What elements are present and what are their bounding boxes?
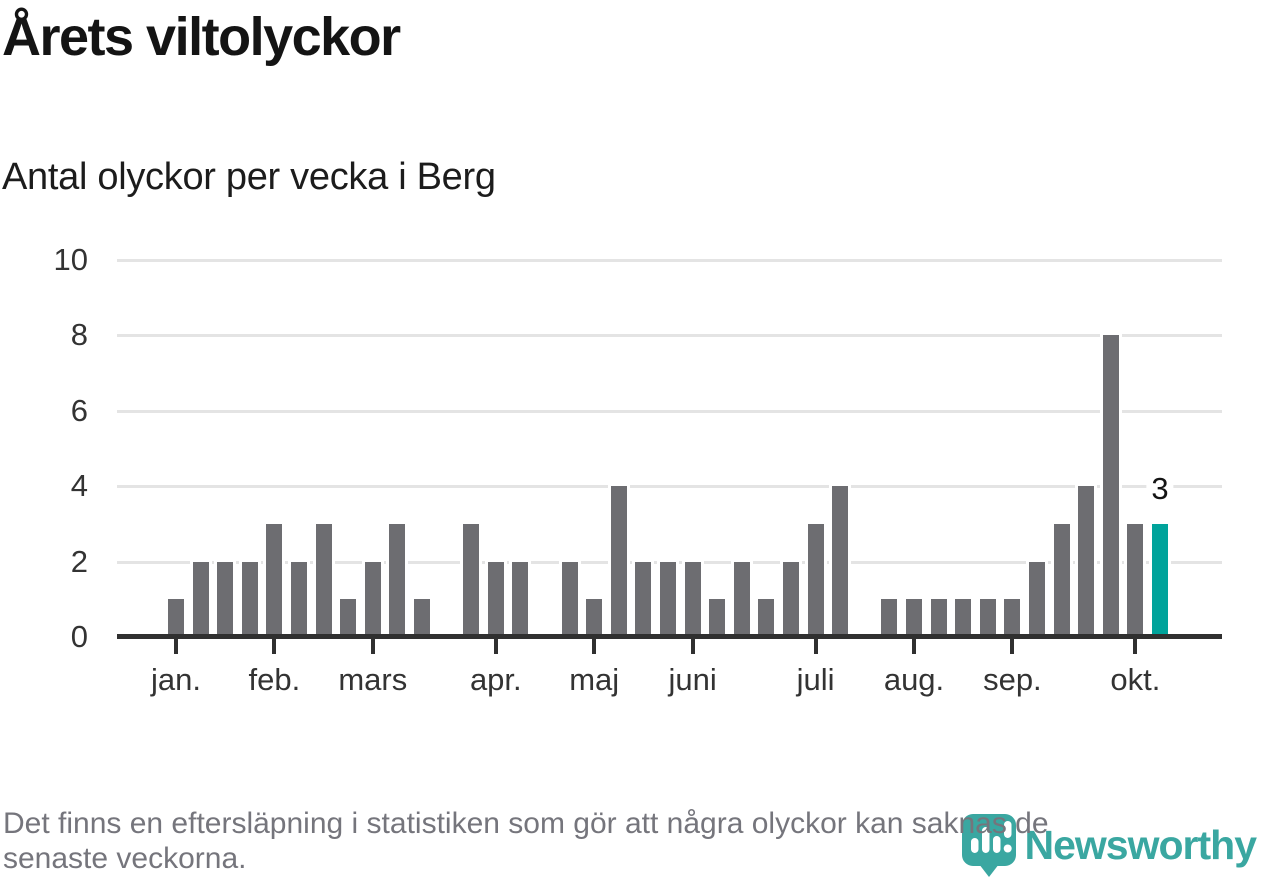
month-tick	[272, 639, 277, 654]
bar	[192, 561, 209, 637]
month-label: apr.	[469, 662, 522, 697]
gridline	[117, 334, 1222, 338]
month-tick	[592, 639, 597, 654]
bar	[709, 599, 726, 637]
month-label: juli	[796, 662, 835, 697]
bar	[487, 561, 504, 637]
month-label: feb.	[248, 662, 301, 697]
month-label: aug.	[883, 662, 945, 697]
bar	[733, 561, 750, 637]
y-axis-label: 0	[70, 619, 88, 654]
value-label: 3	[1146, 471, 1174, 507]
newsworthy-logo: Newsworthy	[961, 814, 1257, 877]
month-label: maj	[569, 662, 620, 697]
bar	[684, 561, 701, 637]
month-tick	[493, 639, 498, 654]
bar	[241, 561, 258, 637]
gridline	[117, 409, 1222, 413]
month-label: jan.	[151, 662, 201, 697]
month-label: okt.	[1110, 662, 1161, 697]
x-axis-line	[117, 634, 1222, 639]
bar	[807, 523, 824, 637]
newsworthy-pin-barchart-icon	[961, 814, 1016, 877]
gridline	[117, 259, 1222, 262]
bar	[1078, 486, 1095, 637]
bar	[955, 599, 972, 637]
y-axis-label: 6	[70, 392, 88, 428]
bar	[168, 599, 184, 637]
bar	[463, 523, 480, 637]
month-tick	[174, 639, 178, 654]
bar	[315, 523, 332, 637]
footer-note-line: senaste veckorna.	[3, 842, 247, 875]
bar	[389, 523, 406, 637]
highlighted-bar	[1152, 523, 1168, 637]
bar	[979, 599, 996, 637]
bar	[881, 599, 898, 637]
bar	[635, 561, 652, 637]
footer-note: Det finns en eftersläpning i statistiken…	[3, 806, 1049, 876]
bar	[1053, 523, 1070, 637]
month-tick	[370, 639, 375, 654]
footer-note-line: Det finns en eftersläpning i statistiken…	[3, 807, 1049, 840]
month-tick	[690, 639, 695, 654]
gridline	[117, 485, 1222, 489]
bar	[906, 599, 922, 637]
y-axis-label: 2	[70, 543, 88, 579]
bar	[832, 486, 849, 637]
bar	[783, 561, 799, 637]
newsworthy-logo-text: Newsworthy	[1024, 822, 1257, 868]
plot-area: 0 2 4 6 8 10 jan. feb. mars apr. maj juni juli aug. se…	[53, 242, 1222, 697]
bar	[930, 599, 947, 637]
bar	[266, 523, 283, 637]
bar	[586, 599, 603, 637]
bar	[758, 599, 775, 637]
month-label: mars	[338, 662, 408, 697]
y-axis-label: 10	[53, 242, 88, 277]
bar	[291, 561, 307, 637]
month-label: juni	[668, 662, 717, 697]
bar	[1004, 599, 1021, 637]
y-axis-label: 8	[70, 317, 88, 353]
bar	[561, 561, 578, 637]
bar	[610, 486, 627, 637]
bar	[1127, 523, 1144, 637]
month-tick	[912, 639, 916, 654]
month-tick	[1133, 639, 1138, 654]
bar	[1102, 335, 1119, 637]
bar	[217, 561, 234, 637]
page-title: Årets viltolyckor	[2, 7, 401, 67]
bar	[1029, 561, 1045, 637]
month-label: sep.	[983, 662, 1042, 697]
y-axis-label: 4	[70, 468, 88, 504]
chart-subtitle: Antal olyckor per vecka i Berg	[2, 156, 496, 198]
bar	[660, 561, 676, 637]
month-tick	[813, 639, 818, 654]
month-tick	[1010, 639, 1015, 654]
bar	[512, 561, 529, 637]
bar	[340, 599, 357, 637]
bar	[414, 599, 430, 637]
bar	[364, 561, 381, 637]
